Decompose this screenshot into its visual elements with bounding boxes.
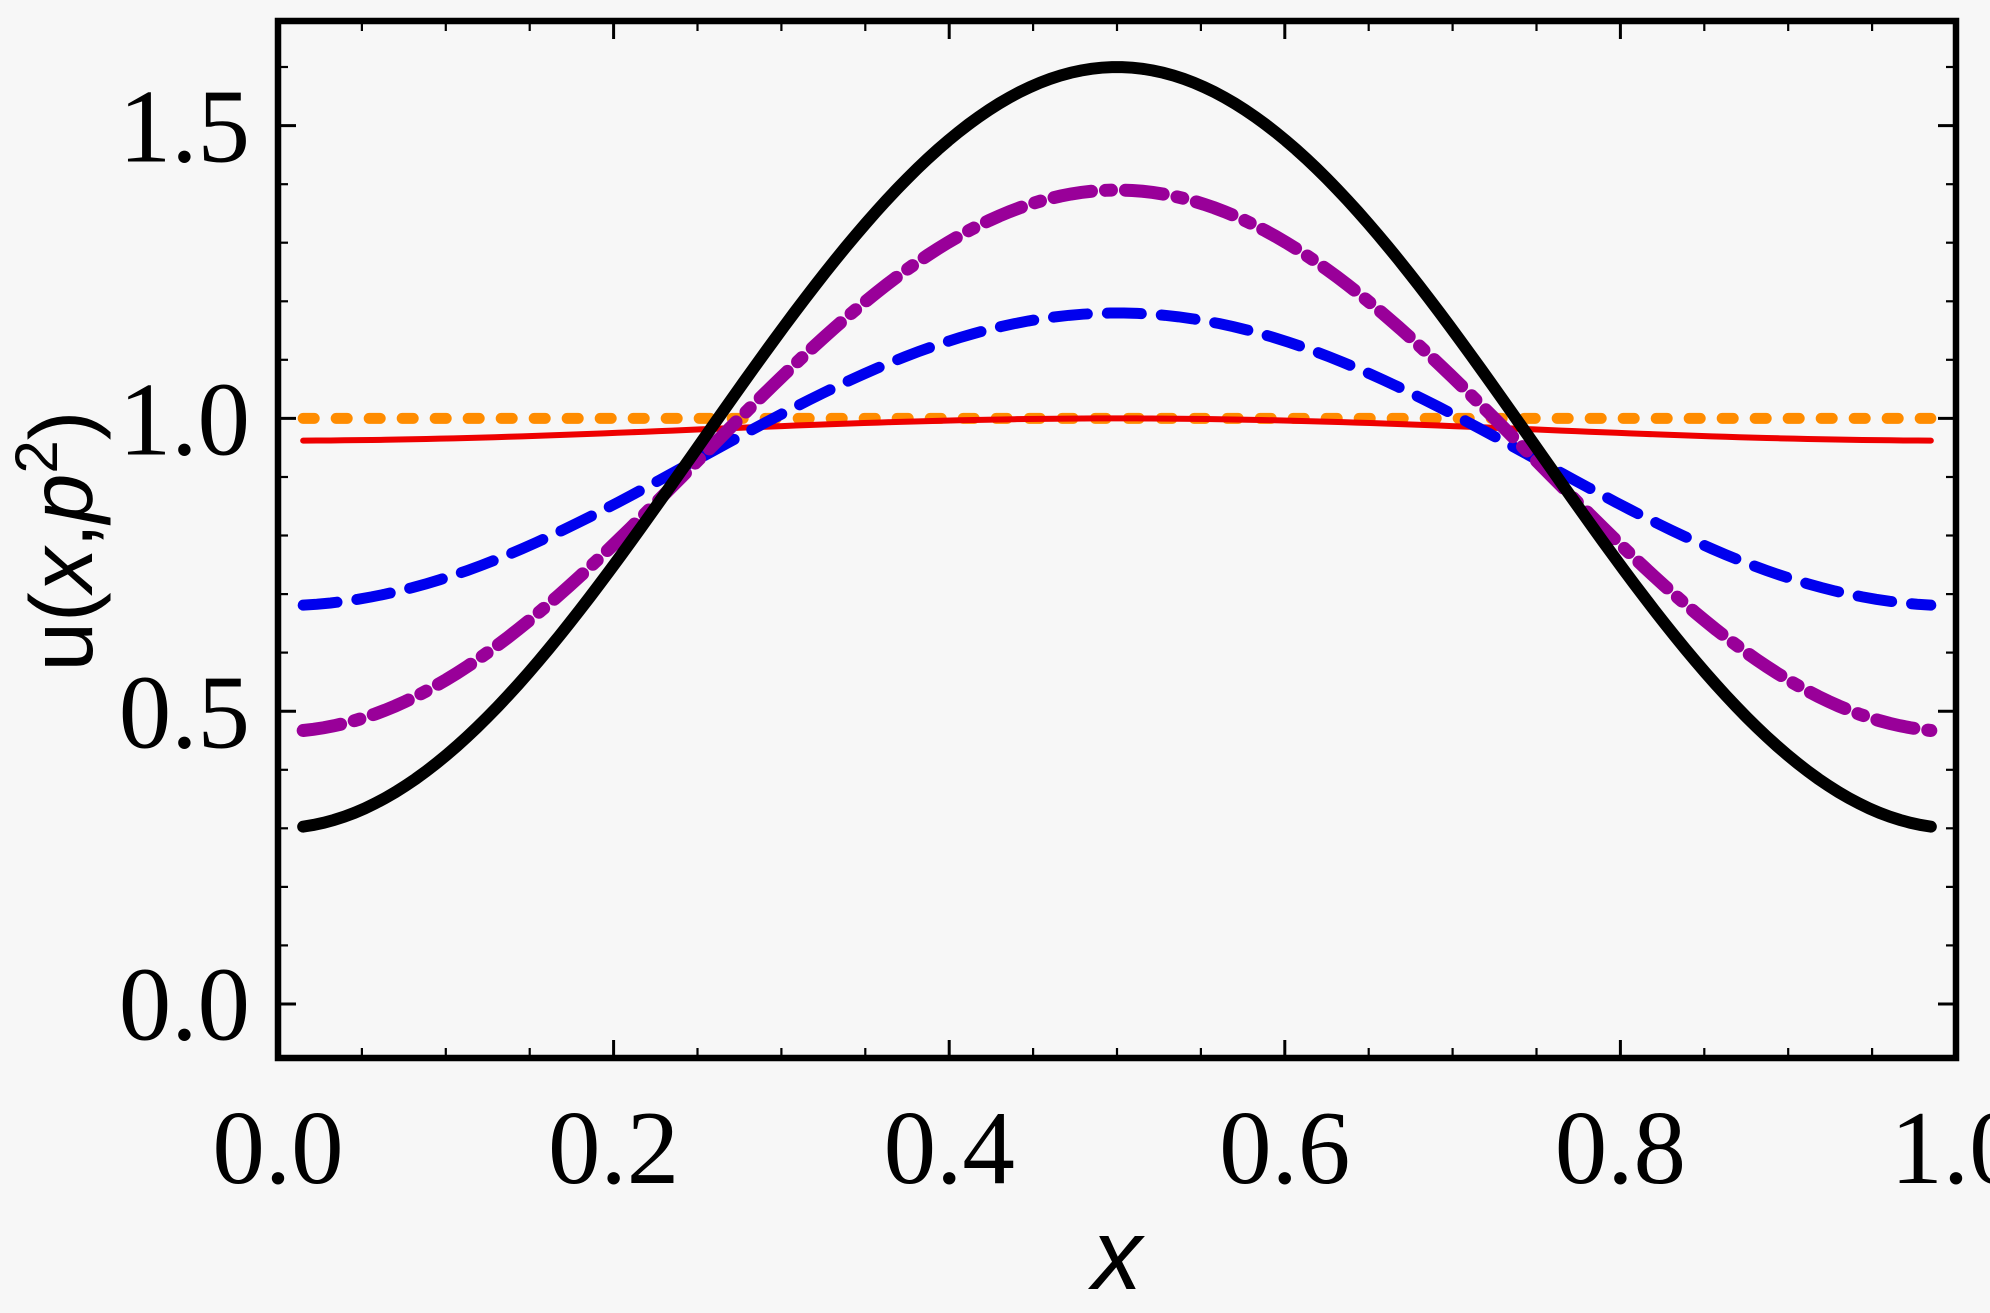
svg-text:u(x,p2): u(x,p2) xyxy=(3,411,111,672)
